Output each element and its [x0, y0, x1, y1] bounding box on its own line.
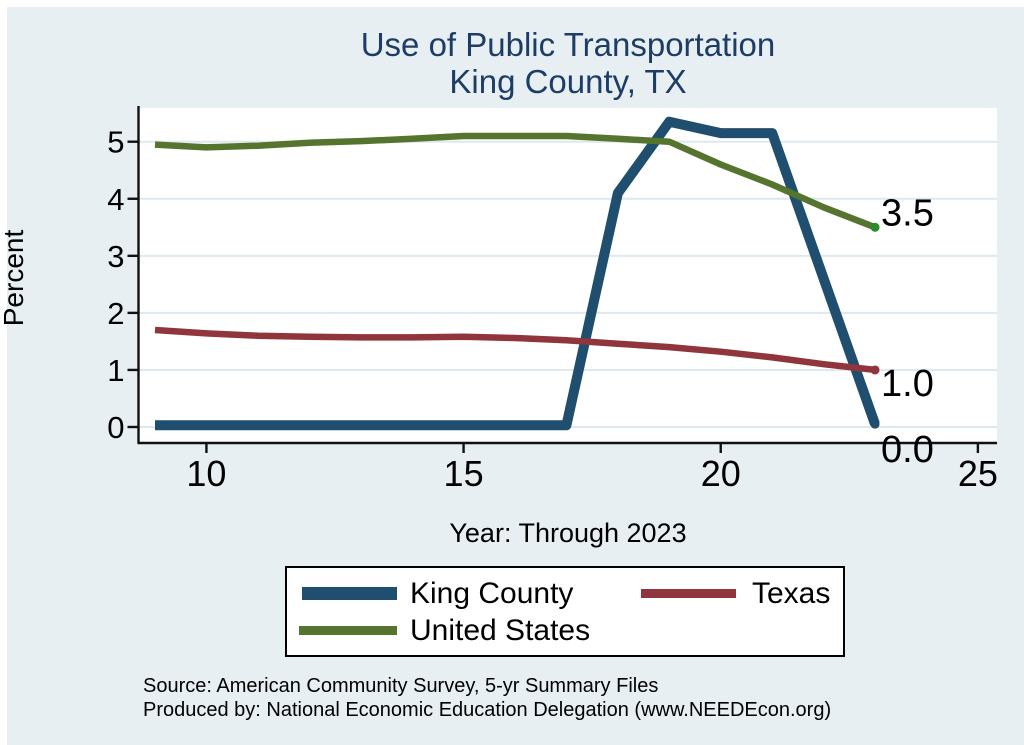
x-axis-title: Year: Through 2023	[449, 518, 687, 548]
legend-swatch-king-county	[302, 587, 397, 600]
end-label-united-states: 3.5	[881, 192, 934, 234]
end-label-texas: 1.0	[881, 363, 934, 405]
y-axis-title: Percent	[0, 229, 29, 327]
plot-area	[138, 108, 997, 443]
legend: King County Texas United States	[285, 566, 845, 657]
end-label-king-county: 0.0	[881, 429, 934, 471]
edge-margin-top	[0, 0, 1024, 7]
series-line-texas	[154, 326, 876, 374]
y-tick-label-3: 3	[107, 239, 124, 274]
legend-swatch-texas	[641, 589, 736, 598]
x-tick-label-15: 15	[444, 453, 484, 494]
series-line-king-county	[155, 116, 880, 431]
legend-label-king-county: King County	[410, 577, 574, 610]
y-tick-label-4: 4	[107, 182, 124, 217]
y-tick-label-1: 1	[107, 353, 124, 388]
y-tick-label-0: 0	[107, 410, 124, 445]
source-line: Source: American Community Survey, 5-yr …	[143, 675, 659, 697]
series-line-united-states	[154, 132, 877, 231]
edge-margin-left	[0, 0, 7, 745]
chart-title-line2: King County, TX	[449, 63, 687, 100]
source-note: Source: American Community Survey, 5-yr …	[143, 674, 831, 722]
chart-title: Use of Public Transportation King County…	[138, 26, 998, 100]
x-tick-label-10: 10	[186, 453, 226, 494]
x-tick-label-25: 25	[958, 453, 998, 494]
produced-by-line: Produced by: National Economic Education…	[143, 699, 832, 721]
legend-label-united-states: United States	[410, 614, 591, 647]
y-tick-label-5: 5	[107, 125, 124, 160]
y-tick-label-2: 2	[107, 296, 124, 331]
end-marker-texas	[870, 365, 880, 375]
end-marker-united-states	[870, 222, 880, 232]
legend-swatch-united-states	[299, 626, 397, 635]
chart-title-line1: Use of Public Transportation	[360, 26, 776, 63]
end-marker-king-county	[870, 419, 880, 429]
legend-label-texas: Texas	[752, 577, 831, 610]
x-tick-label-20: 20	[701, 453, 741, 494]
